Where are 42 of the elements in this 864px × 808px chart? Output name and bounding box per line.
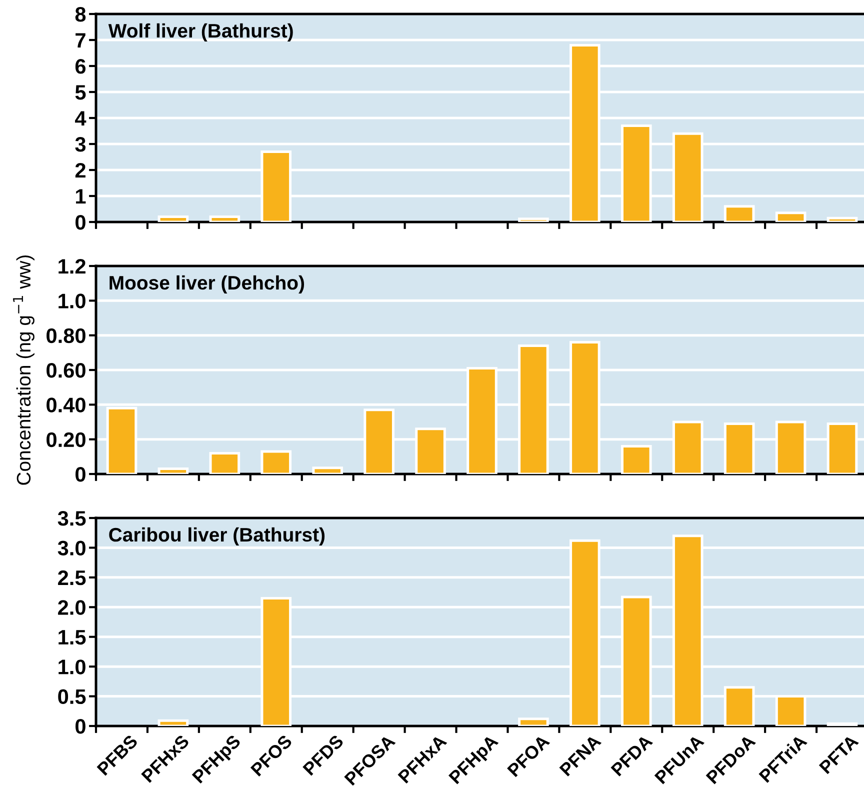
bar: [724, 205, 755, 222]
y-tick-label: 2.5: [58, 570, 86, 586]
bar: [620, 445, 652, 474]
bar: [158, 719, 189, 726]
y-tick-label: 0.5: [58, 689, 86, 704]
y-tick-label: 1.0: [58, 294, 86, 308]
y-tick-label: 0: [76, 719, 86, 734]
bar: [775, 212, 806, 222]
y-tick-label: 0.40: [46, 398, 86, 412]
bar: [826, 722, 858, 726]
bar: [260, 450, 292, 474]
y-tick-label: 0: [76, 215, 86, 230]
bar: [518, 218, 549, 222]
y-tick-label: 0: [76, 467, 86, 482]
chart-title: Caribou liver (Bathurst): [109, 527, 325, 546]
y-tick-label: 3: [75, 137, 86, 152]
y-tick-label: 0.60: [46, 363, 86, 378]
y-tick-label: 6: [75, 59, 86, 74]
y-tick-label: 0.80: [46, 328, 86, 344]
bar: [312, 466, 344, 474]
y-tick-label: 7: [76, 33, 86, 48]
y-tick-label: 1.2: [58, 259, 86, 274]
y-tick-label: 3.0: [58, 540, 86, 556]
bar: [158, 216, 189, 222]
y-tick-label: 0.20: [46, 432, 86, 448]
y-tick-label: 5: [75, 85, 86, 100]
y-axis-title: Concentration (ng g$^{−1}$ ww): [13, 255, 34, 485]
y-tick-label: 1.0: [58, 660, 86, 674]
y-tick-label: 1.5: [58, 630, 86, 645]
chart-title: Wolf liver (Bathurst): [108, 23, 293, 42]
bar: [518, 718, 549, 726]
bar: [158, 468, 189, 474]
bar: [826, 216, 858, 222]
bar: [209, 216, 240, 222]
y-tick-label: 8: [75, 7, 86, 22]
y-tick-label: 2.0: [58, 600, 86, 615]
bar: [209, 452, 240, 474]
y-tick-label: 2: [75, 163, 86, 178]
y-tick-label: 4: [75, 111, 86, 126]
chart-title: Moose liver (Dehcho): [110, 275, 304, 294]
y-tick-label: 3.5: [58, 511, 86, 526]
y-tick-label: 1: [76, 189, 86, 204]
